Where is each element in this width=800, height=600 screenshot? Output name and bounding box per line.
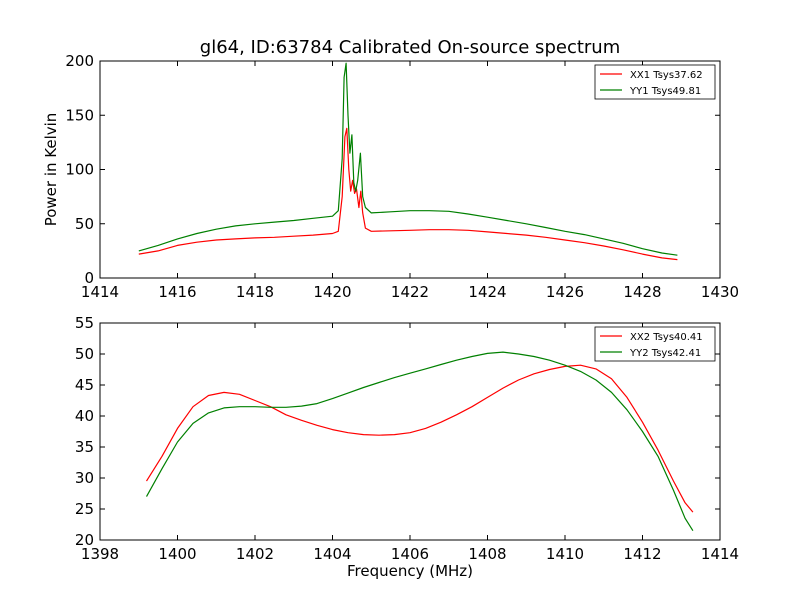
bottom-x-tick-label: 1400 xyxy=(158,545,196,563)
legend-label-xx2: XX2 Tsys40.41 xyxy=(630,332,703,343)
top-series-group xyxy=(138,62,678,261)
bottom-x-tick-label: 1406 xyxy=(391,545,429,563)
bottom-y-tick-label: 30 xyxy=(75,469,94,487)
bottom-y-tick-label: 40 xyxy=(75,407,94,425)
top-y-tick-label: 100 xyxy=(65,161,94,179)
bottom-legend: XX2 Tsys40.41 YY2 Tsys42.41 xyxy=(594,326,716,362)
top-x-tick-label: 1426 xyxy=(546,283,584,301)
top-axis-ticks: 1414 1416 1418 1420 1422 1424 1426 1428 1430 0 50 1… xyxy=(65,52,739,301)
bottom-x-tick-label: 1414 xyxy=(701,545,739,563)
top-x-tick-label: 1420 xyxy=(313,283,351,301)
bottom-legend-box xyxy=(594,326,716,362)
legend-label-yy2: YY2 Tsys42.41 xyxy=(629,348,701,359)
top-x-tick-label: 1416 xyxy=(158,283,196,301)
top-y-tick-label: 200 xyxy=(65,52,94,70)
top-panel: 1414 1416 1418 1420 1422 1424 1426 1428 1430 0 50 1… xyxy=(42,52,739,301)
bottom-y-tick-label: 45 xyxy=(75,376,94,394)
legend-label-yy1: YY1 Tsys49.81 xyxy=(629,86,701,97)
bottom-x-tick-label: 1402 xyxy=(236,545,274,563)
bottom-axis-ticks: 1398 1400 1402 1404 1406 1408 1410 1412 1414 20 25… xyxy=(75,314,739,563)
chart-title: gl64, ID:63784 Calibrated On-source spec… xyxy=(200,37,620,58)
bottom-series-line-0 xyxy=(145,364,694,513)
top-y-tick-label: 150 xyxy=(65,106,94,124)
top-legend-box xyxy=(594,64,716,100)
top-y-tick-label: 50 xyxy=(75,215,94,233)
top-x-tick-label: 1430 xyxy=(701,283,739,301)
bottom-x-tick-label: 1412 xyxy=(623,545,661,563)
bottom-series-line-1 xyxy=(145,351,694,532)
bottom-x-tick-label: 1404 xyxy=(313,545,351,563)
bottom-x-tick-label: 1398 xyxy=(81,545,119,563)
top-y-tick-label: 0 xyxy=(84,269,94,287)
top-plot-frame xyxy=(99,60,721,279)
top-legend: XX1 Tsys37.62 YY1 Tsys49.81 xyxy=(594,64,716,100)
legend-label-xx1: XX1 Tsys37.62 xyxy=(630,70,703,81)
bottom-y-tick-label: 20 xyxy=(75,531,94,549)
top-x-tick-label: 1428 xyxy=(623,283,661,301)
bottom-panel: 1398 1400 1402 1404 1406 1408 1410 1412 1414 20 25… xyxy=(75,314,739,563)
bottom-y-tick-label: 35 xyxy=(75,438,94,456)
top-series-line-0 xyxy=(138,127,678,261)
top-x-tick-label: 1424 xyxy=(468,283,506,301)
x-axis-label: Frequency (MHz) xyxy=(347,562,473,580)
top-y-axis-label: Power in Kelvin xyxy=(42,113,60,227)
bottom-y-tick-label: 55 xyxy=(75,314,94,332)
bottom-y-tick-label: 25 xyxy=(75,500,94,518)
bottom-series-group xyxy=(145,351,694,532)
top-x-tick-label: 1418 xyxy=(236,283,274,301)
bottom-x-tick-label: 1408 xyxy=(468,545,506,563)
bottom-y-tick-label: 50 xyxy=(75,345,94,363)
top-series-line-1 xyxy=(138,62,678,256)
top-x-tick-label: 1414 xyxy=(81,283,119,301)
top-x-tick-label: 1422 xyxy=(391,283,429,301)
bottom-x-tick-label: 1410 xyxy=(546,545,584,563)
bottom-plot-frame xyxy=(99,322,721,541)
